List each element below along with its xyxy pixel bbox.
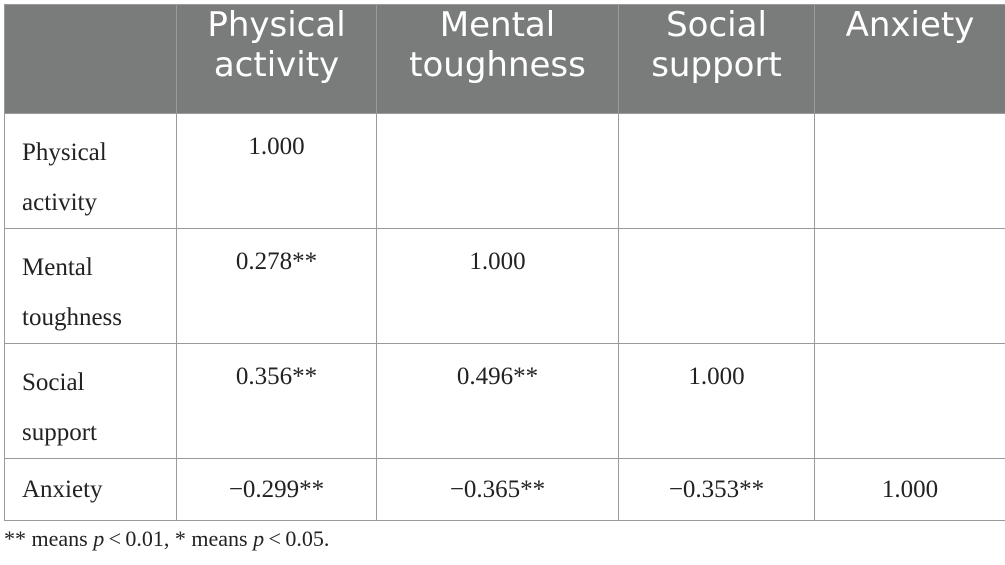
table-cell — [814, 113, 1005, 229]
table-footnote: ** means p < 0.01, * means p < 0.05. — [4, 526, 329, 552]
row-label-line: activity — [22, 189, 97, 216]
column-header-line: activity — [213, 45, 340, 85]
table-cell — [376, 113, 619, 229]
row-label-line: Mental — [22, 254, 93, 281]
table-cell: −0.365** — [376, 458, 619, 521]
table-row-physical-activity: Physical activity 1.000 — [4, 113, 1005, 229]
column-header-line: Mental — [439, 5, 556, 45]
table-cell — [618, 228, 815, 344]
table-cell — [814, 343, 1005, 459]
table-cell: 0.278** — [176, 228, 377, 344]
row-label-mental-toughness: Mental toughness — [4, 228, 177, 344]
column-header-line: Physical — [207, 5, 346, 45]
table-cell — [618, 113, 815, 229]
column-header-physical-activity: Physical activity — [176, 4, 377, 114]
column-header-anxiety: Anxiety — [814, 4, 1005, 114]
header-corner-cell — [4, 4, 177, 114]
table-cell: 1.000 — [814, 458, 1005, 521]
footnote-text: ** means — [4, 526, 94, 551]
column-header-social-support: Social support — [618, 4, 815, 114]
correlation-table: Physical activity Mental toughness Socia… — [4, 4, 1005, 521]
header-row: Physical activity Mental toughness Socia… — [4, 4, 1005, 114]
row-label-line: support — [22, 419, 97, 446]
table-cell: 0.496** — [376, 343, 619, 459]
table-cell: 0.356** — [176, 343, 377, 459]
footnote-p-symbol: p — [93, 526, 105, 551]
table-cell: −0.299** — [176, 458, 377, 521]
column-header-line: support — [651, 45, 782, 85]
row-label-anxiety: Anxiety — [4, 458, 177, 521]
row-label-physical-activity: Physical activity — [4, 113, 177, 229]
footnote-text: < 0.05. — [264, 526, 330, 551]
table-cell — [814, 228, 1005, 344]
table-cell: 1.000 — [376, 228, 619, 344]
column-header-line: Anxiety — [845, 5, 975, 45]
column-header-line: toughness — [409, 45, 586, 85]
footnote-text: < 0.01, * means — [104, 526, 254, 551]
row-label-line: Physical — [22, 139, 107, 166]
table-row-mental-toughness: Mental toughness 0.278** 1.000 — [4, 228, 1005, 344]
column-header-mental-toughness: Mental toughness — [376, 4, 619, 114]
row-label-line: Anxiety — [22, 476, 103, 503]
footnote-p-symbol: p — [253, 526, 265, 551]
table-cell: 1.000 — [176, 113, 377, 229]
table-cell: −0.353** — [618, 458, 815, 521]
column-header-line: Social — [666, 5, 767, 45]
table-row-anxiety: Anxiety −0.299** −0.365** −0.353** 1.000 — [4, 458, 1005, 521]
table-row-social-support: Social support 0.356** 0.496** 1.000 — [4, 343, 1005, 459]
row-label-social-support: Social support — [4, 343, 177, 459]
row-label-line: toughness — [22, 304, 122, 331]
table-cell: 1.000 — [618, 343, 815, 459]
row-label-line: Social — [22, 369, 85, 396]
